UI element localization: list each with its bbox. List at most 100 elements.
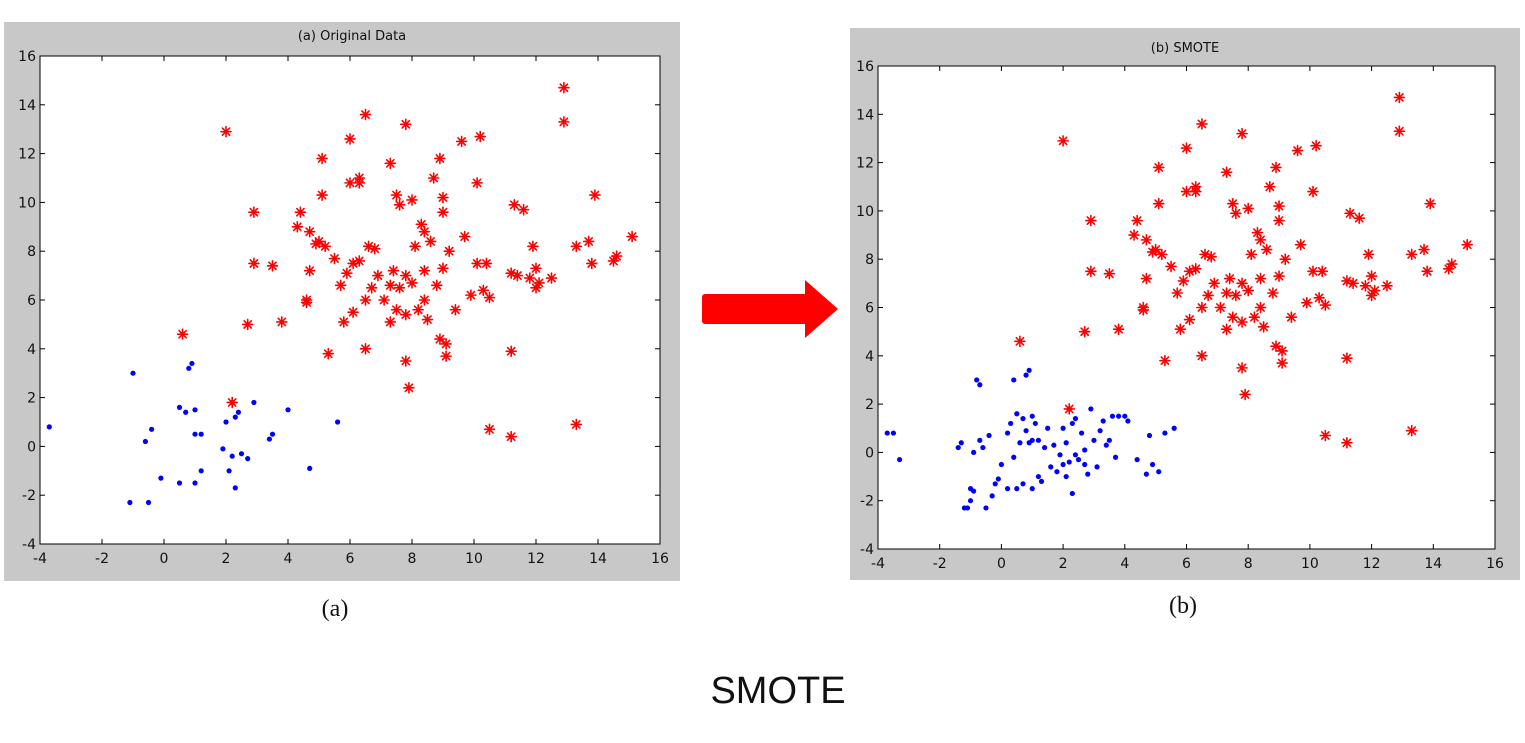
- minority-point: [1020, 415, 1026, 422]
- minority-point: [1082, 461, 1088, 468]
- majority-point: [471, 257, 483, 270]
- panel-b: (b) SMOTE -4 -2 0 2 4 6 8 10 12 14 16 -4 -2 0 2 4 6 8 10 12…: [850, 28, 1520, 619]
- majority-point: [1365, 270, 1378, 282]
- minority-point: [1029, 437, 1035, 443]
- majority-point: [1177, 275, 1190, 287]
- minority-point: [955, 444, 961, 451]
- majority-point: [1226, 197, 1239, 210]
- minority-point: [1020, 481, 1026, 487]
- y-tick-label: 12: [18, 147, 36, 163]
- majority-point: [589, 189, 601, 201]
- majority-point: [344, 133, 356, 145]
- panel-a: (a) Original Data -4 -2 0 2 4 6 8 10 12 14 16 -4 -2 0…: [4, 22, 680, 622]
- minority-point: [1171, 425, 1177, 431]
- minority-point: [995, 476, 1001, 482]
- minority-point: [958, 440, 964, 446]
- majority-point: [1291, 144, 1304, 157]
- majority-point: [328, 252, 341, 265]
- majority-point: [474, 130, 487, 143]
- majority-point: [480, 257, 493, 270]
- majority-point: [1270, 161, 1282, 174]
- minority-point: [1014, 486, 1020, 492]
- minority-point: [1057, 452, 1063, 458]
- minority-point: [1103, 442, 1109, 448]
- x-tick-label: 0: [997, 556, 1006, 572]
- majority-point: [1276, 357, 1288, 369]
- majority-point: [1137, 304, 1150, 316]
- majority-point: [1230, 289, 1242, 302]
- majority-point: [530, 262, 542, 275]
- majority-point: [294, 206, 307, 218]
- y-tick-label: 14: [856, 107, 874, 123]
- minority-point: [1156, 469, 1162, 475]
- majority-point: [1156, 248, 1168, 261]
- majority-point: [440, 338, 452, 350]
- x-tick-label: 16: [651, 551, 669, 567]
- majority-point: [1239, 388, 1251, 401]
- minority-point: [980, 444, 986, 451]
- majority-point: [1279, 253, 1292, 266]
- majority-point: [430, 279, 443, 292]
- majority-point: [1344, 207, 1356, 220]
- majority-point: [1236, 127, 1248, 140]
- y-tick-label: 2: [865, 397, 874, 413]
- minority-point: [1045, 425, 1051, 431]
- majority-point: [403, 382, 415, 394]
- majority-point: [1149, 243, 1162, 256]
- majority-point: [365, 281, 378, 294]
- majority-point: [421, 313, 434, 326]
- majority-point: [399, 308, 412, 321]
- majority-point: [353, 255, 366, 267]
- majority-point: [1421, 265, 1433, 278]
- minority-point: [1066, 459, 1072, 465]
- minority-point: [285, 407, 291, 413]
- majority-point: [313, 235, 325, 248]
- majority-point: [384, 157, 397, 170]
- majority-point: [517, 203, 530, 216]
- majority-point: [337, 316, 350, 328]
- majority-point: [1140, 272, 1153, 285]
- x-tick-label: 0: [160, 551, 169, 567]
- x-tick-label: 10: [465, 551, 483, 567]
- x-tick-label: 6: [346, 551, 355, 567]
- minority-point: [1054, 469, 1060, 475]
- minority-point: [967, 498, 974, 504]
- minority-point: [986, 432, 992, 439]
- minority-point: [158, 475, 164, 481]
- minority-point: [1023, 428, 1029, 434]
- panel-b-plot-area: [877, 65, 1496, 550]
- minority-point: [884, 430, 890, 436]
- majority-point: [1152, 197, 1165, 210]
- minority-point: [127, 499, 133, 506]
- y-tick-label: 0: [27, 439, 36, 455]
- majority-point: [1220, 287, 1233, 299]
- majority-point: [1313, 292, 1325, 304]
- majority-point: [322, 347, 335, 360]
- majority-point: [1362, 248, 1375, 261]
- minority-point: [232, 485, 238, 491]
- majority-point: [434, 152, 446, 165]
- x-tick-label: 8: [408, 551, 417, 567]
- majority-point: [471, 177, 483, 189]
- majority-point: [449, 303, 462, 316]
- minority-point: [232, 414, 238, 420]
- x-tick-label: -2: [95, 551, 109, 567]
- majority-point: [1263, 180, 1276, 193]
- minority-point: [235, 409, 241, 415]
- x-tick-label: -4: [871, 556, 885, 572]
- y-tick-label: -2: [860, 494, 874, 510]
- majority-point: [1063, 403, 1076, 415]
- majority-point: [390, 303, 403, 316]
- x-tick-label: 2: [222, 551, 231, 567]
- majority-point: [1359, 279, 1372, 292]
- majority-point: [359, 294, 372, 306]
- majority-point: [1270, 340, 1282, 352]
- majority-point: [1236, 316, 1248, 328]
- minority-point: [1017, 440, 1023, 446]
- minority-point: [1008, 420, 1014, 427]
- majority-point: [1285, 311, 1298, 323]
- minority-point: [1072, 415, 1079, 422]
- majority-point: [347, 306, 359, 319]
- majority-point: [241, 318, 254, 331]
- majority-point: [505, 430, 518, 443]
